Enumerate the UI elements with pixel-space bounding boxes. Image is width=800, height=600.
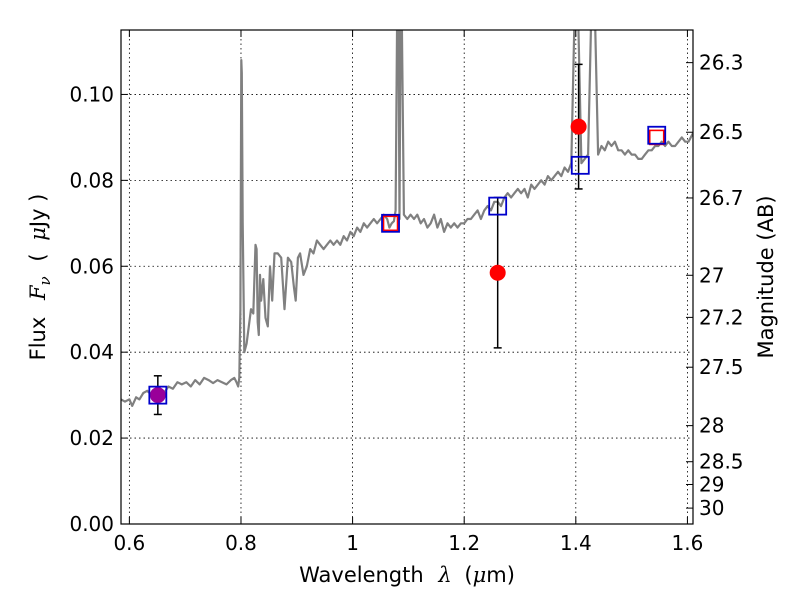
y2-tick-label: 29 (699, 472, 724, 496)
x-tick-label: 1.2 (448, 531, 480, 555)
synthetic-square (488, 196, 508, 216)
observed-square (382, 215, 399, 232)
synthetic-square (647, 125, 667, 145)
y-axis-label: Flux Fν ( μJy ) (26, 194, 55, 361)
x-tick-label: 1.4 (560, 531, 592, 555)
x-tick-label: 1.6 (672, 531, 704, 555)
y-tick-label: 0.10 (69, 82, 114, 106)
y2-tick-label: 26.5 (699, 120, 744, 144)
y-tick-label: 0.02 (69, 426, 114, 450)
x-tick-label: 1 (346, 531, 359, 555)
y2-tick-label: 30 (699, 496, 724, 520)
y2-tick-label: 27.5 (699, 355, 744, 379)
y-tick-label: 0.08 (69, 168, 114, 192)
synthetic-square (148, 385, 168, 405)
observed-point (489, 264, 506, 281)
plot-frame (120, 29, 694, 525)
y2-tick-label: 28.5 (699, 450, 744, 474)
y2-tick-label: 26.3 (699, 51, 744, 75)
observed-point (149, 387, 166, 404)
marker-layer (148, 63, 667, 416)
y2-tick-label: 26.7 (699, 186, 744, 210)
model-spectrum-line (121, 30, 693, 407)
ticks: 0.6 0.8 1 1.2 1.4 1.6 0.00 0.02 0.04 0.06 0.08 0.10… (69, 30, 744, 555)
observed-point (570, 118, 587, 135)
y-tick-label: 0.00 (69, 512, 114, 536)
y2-tick-label: 27 (699, 263, 724, 287)
y2-tick-label: 28 (699, 414, 724, 438)
x-tick-label: 0.6 (113, 531, 145, 555)
x-axis-label: Wavelength λ (μm) (299, 563, 515, 587)
x-tick-label: 0.8 (225, 531, 257, 555)
plot-background (121, 30, 693, 524)
synthetic-square (381, 213, 400, 233)
y-tick-label: 0.04 (69, 340, 114, 364)
data-layer (121, 30, 693, 407)
synthetic-square (570, 155, 590, 175)
y2-axis-label: Magnitude (AB) (754, 195, 778, 358)
y-tick-label: 0.06 (69, 254, 114, 278)
y2-tick-label: 27.2 (699, 305, 744, 329)
